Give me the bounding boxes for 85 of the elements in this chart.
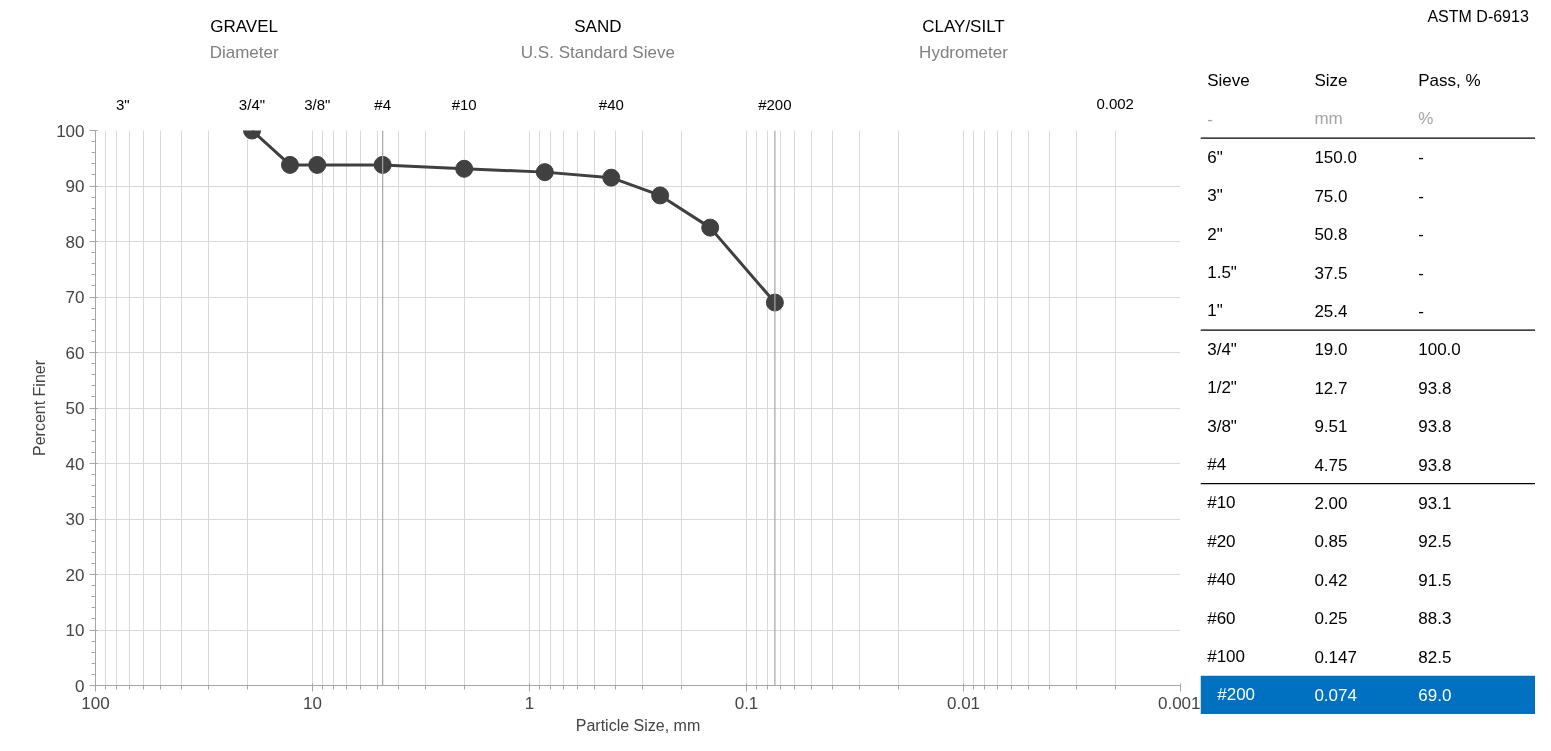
y-tick-label: 50 bbox=[65, 399, 85, 418]
x-tick-label: 0.01 bbox=[946, 693, 981, 713]
text: 2" bbox=[1207, 224, 1223, 244]
text: 3/8" bbox=[304, 95, 331, 113]
text: #40 bbox=[1207, 570, 1236, 590]
text: 3/8" bbox=[1207, 416, 1237, 436]
text: #10 bbox=[451, 95, 477, 113]
text: 100.0 bbox=[1418, 340, 1461, 360]
text: 75.0 bbox=[1314, 186, 1348, 206]
y-axis-title: Percent Finer bbox=[31, 359, 49, 457]
text: 93.8 bbox=[1418, 417, 1452, 437]
text: 1.5" bbox=[1207, 263, 1237, 282]
text: 150.0 bbox=[1314, 148, 1357, 168]
text: 4.75 bbox=[1314, 455, 1348, 475]
x-tick-label: 0.1 bbox=[734, 693, 759, 713]
text: 2.00 bbox=[1314, 493, 1348, 513]
y-tick-label: 30 bbox=[65, 510, 85, 529]
text: 1" bbox=[1207, 301, 1223, 321]
text: SAND bbox=[574, 16, 622, 36]
text: #200 bbox=[758, 95, 792, 113]
y-tick-label: 0 bbox=[75, 676, 85, 696]
text: - bbox=[1418, 148, 1424, 168]
text: % bbox=[1418, 109, 1434, 129]
text: 0.42 bbox=[1314, 570, 1348, 590]
y-tick-label: 90 bbox=[65, 177, 85, 196]
text: 12.7 bbox=[1314, 378, 1348, 398]
text: 0.074 bbox=[1314, 685, 1357, 705]
text: 37.5 bbox=[1314, 263, 1348, 283]
x-tick-label: 0.001 bbox=[1157, 693, 1201, 713]
text: Hydrometer bbox=[919, 42, 1009, 62]
text: #200 bbox=[1217, 685, 1256, 705]
text: Size bbox=[1314, 71, 1348, 90]
text: 0.85 bbox=[1314, 532, 1348, 552]
text: 92.5 bbox=[1418, 532, 1452, 552]
text: 3/4" bbox=[1207, 339, 1237, 359]
x-tick-label: 1 bbox=[524, 693, 535, 713]
text: 82.5 bbox=[1418, 647, 1452, 667]
text: Pass, % bbox=[1418, 71, 1481, 90]
text: Sieve bbox=[1207, 71, 1250, 90]
text: 3" bbox=[1207, 186, 1223, 206]
text: 91.5 bbox=[1418, 570, 1452, 590]
x-tick-label: 100 bbox=[81, 693, 110, 713]
text: #100 bbox=[1207, 647, 1246, 666]
text: #40 bbox=[598, 95, 624, 113]
x-axis-title: Particle Size, mm bbox=[575, 716, 701, 734]
text: U.S. Standard Sieve bbox=[520, 42, 675, 62]
y-tick-label: 70 bbox=[65, 288, 85, 307]
text: #60 bbox=[1207, 608, 1236, 628]
x-tick-label: 10 bbox=[303, 693, 322, 713]
y-tick-label: 10 bbox=[65, 621, 85, 640]
text: CLAY/SILT bbox=[922, 16, 1005, 36]
text: #10 bbox=[1207, 493, 1236, 513]
text: 0.25 bbox=[1314, 609, 1348, 629]
y-tick-label: 80 bbox=[65, 232, 85, 252]
text: 0.002 bbox=[1096, 95, 1134, 113]
y-tick-label: 20 bbox=[65, 565, 85, 585]
text: 25.4 bbox=[1314, 301, 1348, 321]
text: 9.51 bbox=[1314, 417, 1348, 437]
text: - bbox=[1418, 263, 1424, 283]
text: 19.0 bbox=[1314, 340, 1348, 360]
text: ASTM D-6913 bbox=[1427, 8, 1529, 25]
text: 88.3 bbox=[1418, 609, 1452, 629]
text: #4 bbox=[374, 95, 392, 113]
y-tick-label: 100 bbox=[56, 121, 85, 141]
text: #20 bbox=[1207, 531, 1236, 551]
text: Diameter bbox=[209, 42, 279, 62]
y-tick-label: 60 bbox=[65, 343, 85, 363]
text: - bbox=[1418, 186, 1424, 206]
text: 93.8 bbox=[1418, 378, 1452, 398]
y-tick-label: 40 bbox=[65, 454, 85, 474]
text: 50.8 bbox=[1314, 225, 1348, 245]
text: 1/2" bbox=[1207, 378, 1237, 398]
text: 69.0 bbox=[1418, 685, 1452, 705]
text: 0.147 bbox=[1314, 647, 1357, 667]
text: 6" bbox=[1207, 147, 1223, 167]
text: - bbox=[1418, 301, 1424, 321]
text: GRAVEL bbox=[210, 16, 279, 36]
text: 93.8 bbox=[1418, 455, 1452, 475]
text: #4 bbox=[1207, 455, 1227, 474]
text: 3/4" bbox=[238, 95, 266, 113]
text: - bbox=[1418, 225, 1424, 245]
text: mm bbox=[1314, 109, 1343, 129]
text: 3" bbox=[115, 95, 130, 113]
text: - bbox=[1207, 109, 1213, 129]
text: 93.1 bbox=[1418, 493, 1452, 513]
